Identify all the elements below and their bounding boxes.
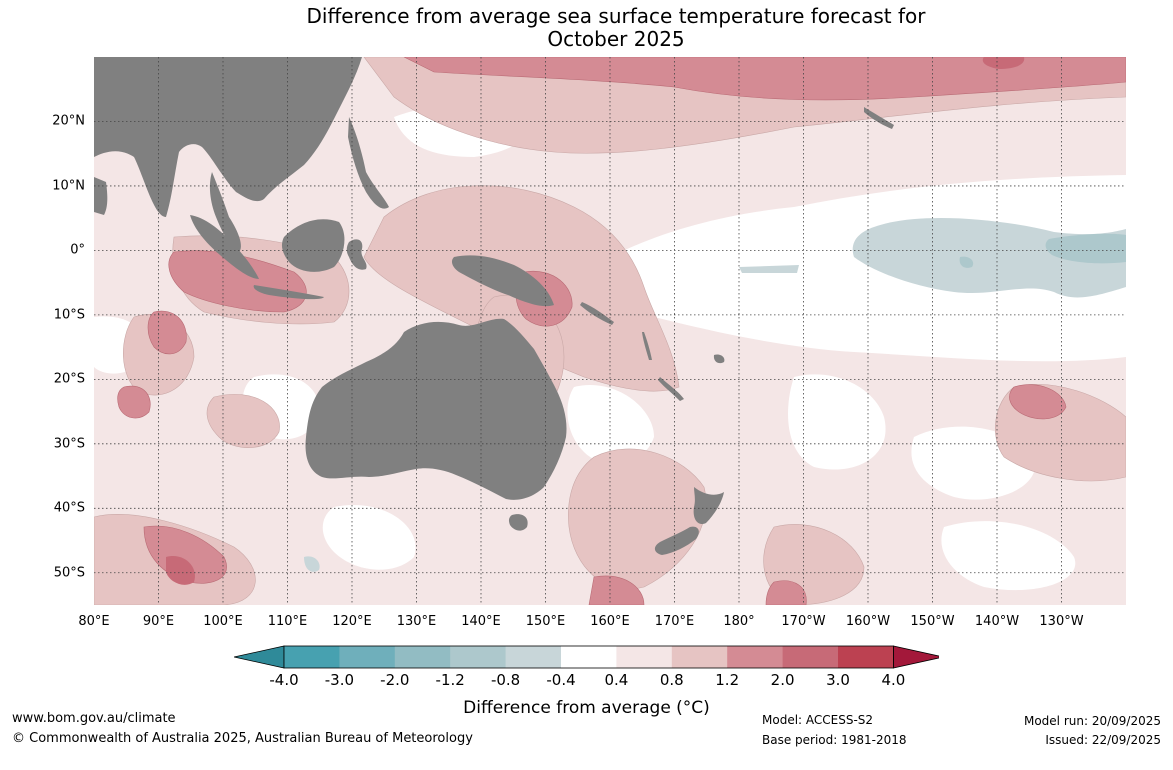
- colorbar-max-extension: [893, 645, 939, 669]
- base-period: Base period: 1981-2018: [762, 733, 907, 747]
- colorbar-tick-label: -3.0: [324, 671, 355, 689]
- graticule: [94, 57, 1126, 605]
- longitude-label: 160°E: [590, 614, 630, 629]
- colorbar-segment: [838, 646, 894, 668]
- longitude-label: 150°E: [525, 614, 566, 629]
- india-tip: [94, 177, 108, 215]
- colorbar-segment: [616, 646, 673, 668]
- longitude-label: 170°E: [654, 614, 695, 629]
- java: [253, 285, 324, 300]
- longitude-label: 160°W: [845, 614, 891, 629]
- colorbar-segment: [450, 646, 507, 668]
- colorbar-tick-label: 0.8: [659, 671, 684, 689]
- vanuatu-islands: [642, 332, 652, 360]
- website-link[interactable]: www.bom.gov.au/climate: [12, 711, 176, 726]
- longitude-label: 140°E: [461, 614, 501, 629]
- colorbar-segment: [394, 646, 451, 668]
- model-name: Model: ACCESS-S2: [762, 713, 874, 727]
- land-masses: [94, 57, 894, 555]
- colorbar-segment: [339, 646, 396, 668]
- colorbar-tick-label: 4.0: [881, 671, 906, 689]
- new-guinea: [451, 255, 554, 307]
- longitude-label: 130°E: [396, 614, 437, 629]
- latitude-label: 40°S: [53, 500, 85, 516]
- colorbar-title: Difference from average (°C): [463, 698, 710, 718]
- colorbar-segment: [505, 646, 562, 668]
- longitude-label: 140°W: [974, 614, 1020, 629]
- tasmania: [508, 514, 528, 531]
- copyright-notice: © Commonwealth of Australia 2025, Austra…: [12, 731, 473, 746]
- malay-peninsula: [209, 172, 241, 252]
- issued-date: Issued: 22/09/2025: [1045, 733, 1161, 747]
- longitude-label: 170°W: [781, 614, 826, 629]
- colorbar-tick-label: -0.8: [490, 671, 521, 689]
- latitude-label: 0°: [70, 242, 85, 258]
- latitude-label: 30°S: [53, 436, 85, 452]
- colorbar-segment: [671, 646, 728, 668]
- colorbar-tick-label: -4.0: [269, 671, 299, 689]
- latitude-label: 10°N: [52, 178, 85, 194]
- longitude-label: 100°E: [203, 614, 243, 629]
- title-line-2: October 2025: [547, 27, 685, 51]
- sst-anomaly-map: [94, 57, 1126, 605]
- model-run-date: Model run: 20/09/2025: [1023, 714, 1161, 728]
- new-zealand-south: [654, 526, 699, 555]
- very-strong-warm-anomaly: [166, 57, 1025, 585]
- colorbar-min-extension: [234, 645, 285, 669]
- colorbar: [234, 645, 939, 669]
- latitude-label: 10°S: [53, 307, 85, 323]
- longitude-label: 120°E: [332, 614, 372, 629]
- colorbar-segment: [727, 646, 784, 668]
- title-line-1: Difference from average sea surface temp…: [306, 4, 926, 28]
- new-zealand-north: [693, 487, 724, 525]
- colorbar-tick-label: -1.2: [435, 671, 465, 689]
- new-caledonia: [658, 377, 684, 401]
- fiji-islands: [713, 354, 725, 364]
- latitude-label: 20°N: [52, 113, 85, 129]
- asia-landmass: [94, 57, 362, 217]
- colorbar-tick-label: 1.2: [715, 671, 740, 689]
- strong-warm-anomaly: [117, 57, 1126, 605]
- colorbar-frame: [283, 645, 894, 669]
- longitude-label: 180°: [723, 614, 755, 629]
- sumatra: [190, 215, 259, 279]
- colorbar-segment: [284, 646, 340, 668]
- weak-cool-core: [959, 233, 1126, 268]
- longitude-label: 110°E: [267, 614, 308, 629]
- colorbar-tick-label: 3.0: [826, 671, 850, 689]
- longitude-label: 90°E: [142, 614, 175, 629]
- hawaii-islands: [864, 107, 894, 129]
- colorbar-tick-label: 0.4: [604, 671, 629, 689]
- latitude-label: 50°S: [53, 565, 85, 581]
- longitude-label: 80°E: [78, 614, 110, 629]
- solomon-islands: [580, 302, 614, 325]
- colorbar-tick-label: -0.4: [546, 671, 576, 689]
- colorbar-segment: [561, 646, 617, 668]
- colorbar-segment: [782, 646, 839, 668]
- borneo: [281, 219, 345, 272]
- longitude-label: 150°W: [910, 614, 955, 629]
- colorbar-tick-label: -2.0: [380, 671, 410, 689]
- australia: [305, 318, 567, 500]
- longitude-label: 130°W: [1039, 614, 1084, 629]
- latitude-label: 20°S: [53, 371, 85, 387]
- colorbar-tick-label: 2.0: [770, 671, 795, 689]
